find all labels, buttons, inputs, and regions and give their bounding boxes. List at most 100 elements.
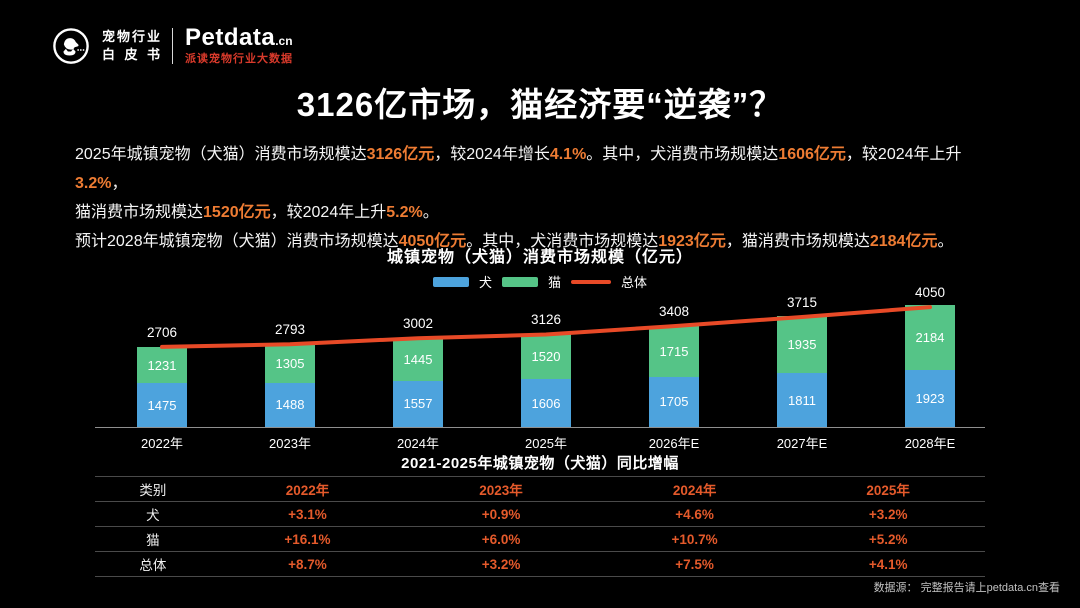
intro-highlight: 1606亿元: [778, 146, 846, 163]
chart-plot: 1231 1475 2706 1305 1488 2793 1445 1557 3002 1520…: [95, 285, 985, 428]
table-row-label: 猫: [95, 527, 211, 552]
intro-text: ，: [111, 175, 128, 192]
bar-segment-dog: 1606: [521, 379, 571, 427]
intro-highlight: 2184亿元: [869, 233, 938, 250]
x-axis-labels: 2022年 2023年 2024年 2025年 2026年E 2027年E 2028年E: [95, 433, 985, 451]
intro-text: ，猫消费市场规模达: [725, 233, 870, 250]
total-value-label: 2706: [146, 324, 178, 340]
intro-highlight: 4050亿元: [398, 233, 467, 250]
bar-segment-dog: 1475: [137, 383, 187, 427]
intro-line-3: 预计2028年城镇宠物（犬猫）消费市场规模达4050亿元。其中，犬消费市场规模达…: [75, 227, 1010, 256]
intro-line-1: 2025年城镇宠物（犬猫）消费市场规模达3126亿元，较2024年增长4.1%。…: [75, 140, 1010, 198]
table-header-cell: 2023年: [404, 476, 598, 502]
table-title: 2021-2025年城镇宠物（犬猫）同比增幅: [401, 455, 679, 472]
table-header-cell: 2025年: [791, 476, 985, 502]
table-cell: +4.6%: [597, 502, 792, 527]
intro-text: 。其中，犬消费市场规模达: [466, 233, 659, 250]
bar-group-2023年: 1305 1488: [265, 344, 315, 427]
table-cell: +0.9%: [404, 502, 598, 527]
bar-segment-dog: 1557: [393, 380, 443, 427]
table-cell: +4.1%: [791, 552, 985, 577]
table-row-label: 总体: [95, 552, 211, 577]
intro-paragraph: 2025年城镇宠物（犬猫）消费市场规模达3126亿元，较2024年增长4.1%。…: [75, 140, 1010, 256]
table-cell: +3.1%: [210, 502, 405, 527]
bar-segment-cat: 1231: [137, 346, 187, 384]
brand-name: Petdata: [185, 24, 276, 51]
x-tick-label: 2026年E: [648, 436, 700, 451]
total-value-label: 3002: [402, 316, 434, 332]
legend-dog-swatch: [432, 276, 469, 287]
table-cell: +16.1%: [210, 527, 405, 552]
intro-line-2: 猫消费市场规模达1520亿元，较2024年上升5.2%。: [75, 198, 1010, 227]
page-title: 3126亿市场，猫经济要“逆袭”？: [296, 86, 784, 123]
intro-highlight: 1923亿元: [658, 233, 726, 250]
intro-text: 。其中，犬消费市场规模达: [586, 146, 779, 163]
total-value-label: 2793: [274, 322, 306, 338]
table-header-cell: 2024年: [597, 476, 792, 502]
table-header-cell: 2022年: [210, 476, 405, 502]
intro-text: 2025年城镇宠物（犬猫）消费市场规模达: [75, 146, 367, 163]
bar-segment-cat: 1935: [777, 316, 827, 374]
intro-text: ，较2024年上升: [845, 146, 962, 163]
bar-group-2025年: 1520 1606: [521, 334, 571, 427]
x-axis-line: [95, 427, 985, 428]
bar-segment-dog: 1811: [777, 373, 827, 427]
legend-cat-label: 猫: [547, 275, 561, 290]
x-tick-label: 2024年: [397, 436, 439, 451]
bar-group-2024年: 1445 1557: [393, 338, 443, 427]
header: 宠物行业 白皮书 Petdata.cn 派读宠物行业大数据: [52, 26, 293, 65]
x-tick-label: 2023年: [269, 436, 311, 451]
table-cell: +3.2%: [791, 502, 985, 527]
x-tick-label: 2027年E: [776, 436, 828, 451]
intro-highlight: 3.2%: [75, 175, 112, 192]
bar-group-2022年: 1231 1475: [137, 346, 187, 427]
data-source-note: 数据源： 完整报告请上petdata.cn查看: [873, 582, 1060, 594]
table-cell: +5.2%: [791, 527, 985, 552]
logo-line1: 宠物行业: [102, 28, 160, 44]
intro-text: 预计2028年城镇宠物（犬猫）消费市场规模达: [75, 233, 399, 250]
bar-group-2026年E: 1715 1705: [649, 325, 699, 427]
total-value-label: 4050: [914, 285, 946, 301]
bar-segment-cat: 2184: [905, 305, 955, 371]
legend-dog-label: 犬: [478, 275, 492, 290]
intro-highlight: 1520亿元: [203, 204, 271, 221]
x-tick-label: 2025年: [525, 436, 567, 451]
intro-text: 。: [422, 204, 439, 221]
bar-segment-dog: 1923: [905, 370, 955, 427]
bar-segment-cat: 1520: [521, 334, 571, 380]
table-header-cell: 类别: [95, 476, 211, 502]
table-cell: +7.5%: [597, 552, 792, 577]
total-line: [160, 305, 932, 349]
bar-segment-cat: 1305: [265, 344, 315, 383]
intro-highlight: 4.1%: [549, 146, 587, 163]
brand-block: Petdata.cn 派读宠物行业大数据: [185, 26, 293, 65]
petdata-logo-icon: [53, 27, 89, 64]
legend-cat-swatch: [501, 276, 538, 287]
chart-title: 城镇宠物（犬猫）消费市场规模（亿元）: [386, 249, 693, 266]
bar-segment-cat: 1715: [649, 325, 699, 377]
legend-total-label: 总体: [621, 275, 648, 290]
total-value-label: 3715: [786, 295, 818, 311]
intro-highlight: 3126亿元: [366, 146, 435, 163]
header-divider: [172, 27, 173, 64]
table-cell: +8.7%: [210, 552, 405, 577]
table-cell: +3.2%: [404, 552, 598, 577]
x-tick-label: 2028年E: [904, 436, 956, 451]
total-value-label: 3126: [530, 312, 562, 328]
bar-group-2028年E: 2184 1923: [905, 305, 955, 427]
intro-highlight: 5.2%: [386, 204, 423, 221]
growth-table: 类别 2022年 2023年 2024年 2025年 犬 +3.1% +0.9%…: [95, 476, 985, 577]
intro-text: 。: [937, 233, 954, 250]
table-cell: +10.7%: [597, 527, 792, 552]
table-cell: +6.0%: [404, 527, 598, 552]
bar-segment-cat: 1445: [393, 338, 443, 381]
brand-tld: .cn: [275, 34, 293, 48]
legend-total-swatch: [571, 279, 611, 284]
intro-text: 猫消费市场规模达: [75, 204, 204, 221]
x-tick-label: 2022年: [141, 436, 183, 451]
intro-text: ，较2024年增长: [434, 146, 550, 163]
chart-legend: 犬 猫 总体: [0, 272, 1080, 291]
intro-text: ，较2024年上升: [270, 204, 387, 221]
logo-line2: 白皮书: [102, 46, 160, 62]
